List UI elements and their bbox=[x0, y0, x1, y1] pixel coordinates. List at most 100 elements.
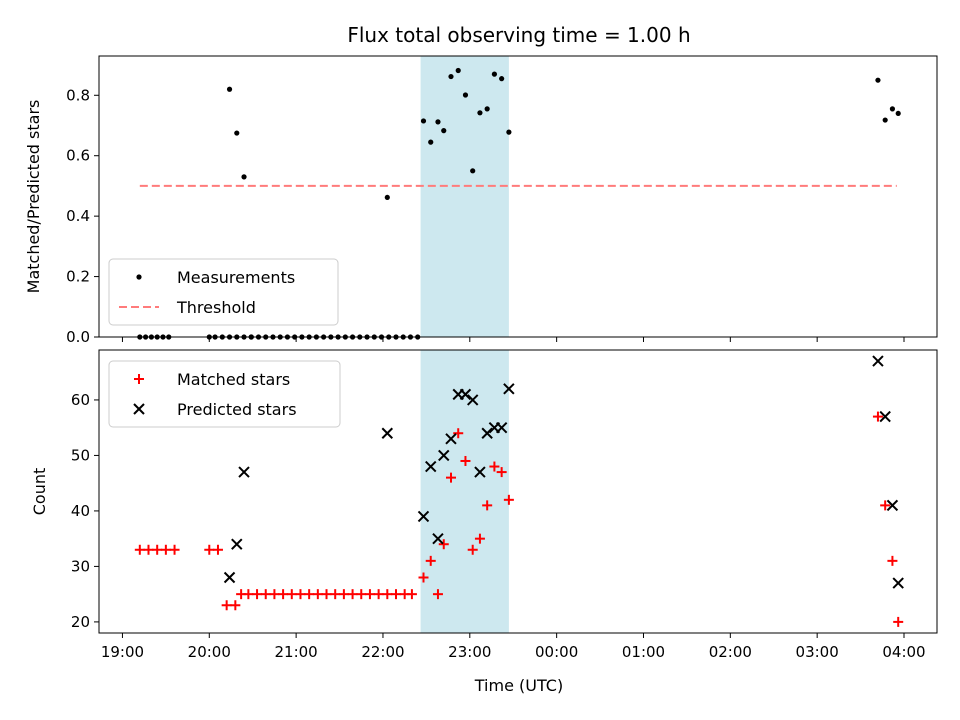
data-point-plus bbox=[482, 500, 493, 511]
data-point-plus bbox=[872, 411, 883, 422]
top-panel: 0.0 0.2 0.4 0.6 0.8 Matched/Predicted stars Me… bbox=[24, 55, 938, 346]
data-point-plus bbox=[347, 589, 358, 600]
legend-box bbox=[108, 258, 339, 326]
legend-box bbox=[108, 360, 341, 428]
data-point bbox=[470, 168, 476, 174]
data-point bbox=[477, 110, 483, 116]
data-point-x bbox=[445, 433, 457, 445]
data-point-plus bbox=[321, 589, 332, 600]
data-point-plus bbox=[467, 544, 478, 555]
data-point-plus bbox=[212, 544, 223, 555]
data-point-plus bbox=[152, 544, 163, 555]
data-point-plus bbox=[269, 589, 280, 600]
legend: Measurements Threshold bbox=[108, 258, 339, 326]
data-point-plus bbox=[312, 589, 323, 600]
data-point bbox=[889, 106, 896, 112]
data-point-x bbox=[432, 532, 444, 545]
data-point-x bbox=[425, 460, 437, 473]
data-point bbox=[234, 130, 240, 136]
data-point-plus bbox=[330, 589, 341, 600]
data-point-x bbox=[438, 449, 450, 462]
y-tick-label: 0.2 bbox=[66, 268, 90, 286]
data-point bbox=[441, 128, 447, 134]
data-point-x bbox=[238, 466, 250, 478]
data-point bbox=[384, 194, 390, 201]
y-tick-label: 0.8 bbox=[66, 86, 90, 104]
data-point-x bbox=[481, 427, 493, 439]
y-tick-label: 20 bbox=[71, 613, 90, 631]
shaded-span bbox=[420, 56, 509, 337]
data-point-plus bbox=[364, 589, 375, 600]
x-tick-label: 04:00 bbox=[882, 643, 925, 661]
data-point-plus bbox=[893, 616, 904, 627]
data-point-x bbox=[879, 410, 891, 423]
x-tick-label: 01:00 bbox=[622, 643, 665, 661]
legend-dot-swatch bbox=[136, 274, 142, 280]
data-point-plus bbox=[260, 589, 271, 600]
data-point-x bbox=[223, 571, 236, 584]
y-axis-label: Matched/Predicted stars bbox=[24, 100, 43, 294]
data-point-plus bbox=[406, 589, 417, 600]
x-tick-label: 00:00 bbox=[535, 643, 578, 661]
x-tick-label: 22:00 bbox=[361, 643, 404, 661]
data-point bbox=[241, 174, 247, 180]
x-tick-label: 03:00 bbox=[796, 643, 839, 661]
data-point-plus bbox=[445, 472, 456, 483]
data-point-plus bbox=[887, 555, 898, 566]
data-point-x bbox=[231, 538, 243, 550]
shaded-span bbox=[420, 350, 509, 633]
data-point bbox=[435, 119, 441, 125]
data-point-plus bbox=[204, 544, 215, 555]
data-point-plus bbox=[160, 544, 171, 555]
data-point-plus bbox=[286, 589, 297, 600]
y-axis-label: Count bbox=[30, 468, 49, 516]
data-point-x bbox=[495, 421, 508, 434]
data-point-plus bbox=[460, 455, 471, 466]
x-tick-label: 19:00 bbox=[101, 643, 144, 661]
data-point-x bbox=[886, 499, 899, 512]
y-tick-label: 40 bbox=[71, 502, 90, 520]
y-tick-label: 0.0 bbox=[66, 328, 90, 346]
y-tick-label: 0.6 bbox=[66, 147, 90, 165]
data-point-x bbox=[503, 383, 515, 395]
data-point-x bbox=[872, 355, 884, 367]
data-point-plus bbox=[453, 428, 464, 439]
data-point-plus bbox=[295, 589, 306, 600]
legend-label: Measurements bbox=[177, 268, 295, 287]
data-point-plus bbox=[252, 589, 263, 600]
plot-frame bbox=[98, 55, 938, 338]
data-point bbox=[455, 67, 461, 74]
data-point-plus bbox=[338, 589, 349, 600]
data-point bbox=[448, 73, 454, 80]
y-tick-label: 30 bbox=[71, 557, 90, 575]
data-point-x bbox=[466, 394, 479, 406]
y-tick-label: 50 bbox=[71, 446, 90, 464]
data-point-plus bbox=[503, 494, 514, 505]
data-point bbox=[506, 129, 512, 135]
data-point bbox=[875, 77, 881, 83]
data-point-plus bbox=[134, 544, 145, 555]
y-tick-label: 0.4 bbox=[66, 207, 90, 225]
data-point-x bbox=[474, 466, 486, 478]
y-tick-label: 60 bbox=[71, 391, 90, 409]
x-axis-label: Time (UTC) bbox=[474, 676, 563, 695]
chart-title: Flux total observing time = 1.00 h bbox=[347, 23, 690, 47]
data-point bbox=[226, 86, 233, 92]
data-point-plus bbox=[390, 589, 401, 600]
data-point-plus bbox=[496, 467, 507, 478]
data-point-x bbox=[892, 577, 904, 589]
data-point-plus bbox=[489, 461, 500, 472]
data-point bbox=[491, 71, 498, 77]
data-point-plus bbox=[425, 555, 436, 566]
data-point-plus bbox=[243, 589, 254, 600]
data-point-plus bbox=[373, 589, 384, 600]
data-point-plus bbox=[418, 572, 429, 583]
data-point-plus bbox=[221, 600, 232, 611]
legend-label: Matched stars bbox=[177, 370, 290, 389]
data-point-plus bbox=[474, 533, 485, 544]
data-point-plus bbox=[143, 544, 154, 555]
data-point-plus bbox=[438, 539, 449, 550]
data-point-plus bbox=[356, 589, 367, 600]
data-point bbox=[882, 117, 888, 123]
